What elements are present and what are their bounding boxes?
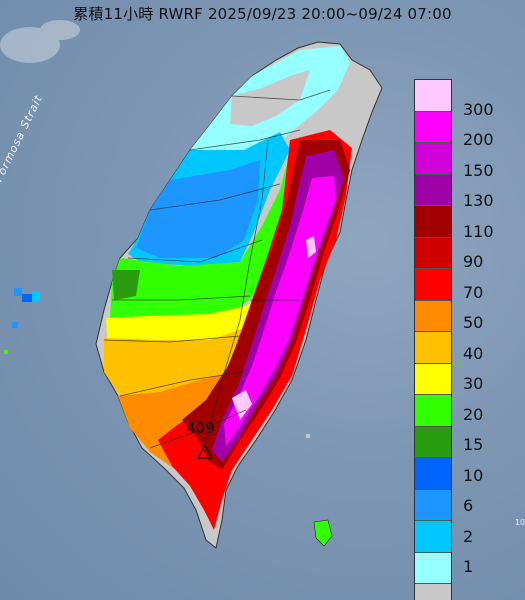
- legend-swatch: [415, 300, 451, 332]
- legend-swatch: [415, 332, 451, 364]
- legend-swatch: [415, 489, 451, 521]
- legend-label: 2: [463, 526, 474, 546]
- legend-swatch: [415, 458, 451, 490]
- zone-pink-2: [306, 236, 316, 258]
- legend-label: 15: [463, 435, 484, 454]
- zone-blue: [136, 160, 260, 258]
- legend-label: 150: [463, 160, 494, 180]
- legend-label: 200: [463, 130, 494, 149]
- legend-swatch: [415, 552, 451, 584]
- peak-marker-icon: [196, 443, 214, 459]
- penghu-islands: [4, 288, 40, 354]
- zone-pink: [232, 390, 252, 420]
- legend-label: 30: [463, 374, 484, 393]
- legend-label: 40: [463, 343, 484, 363]
- legend-swatch: [415, 174, 451, 206]
- cloud-texture: [0, 20, 80, 63]
- legend-swatch: [415, 237, 451, 269]
- legend-swatch: [415, 521, 451, 553]
- legend-color-bar: [414, 79, 452, 600]
- legend-label: 6: [463, 496, 474, 515]
- legend-label: 1: [463, 557, 474, 576]
- legend-swatch: [415, 111, 451, 143]
- legend-swatch: [415, 80, 451, 112]
- green-island: [306, 434, 310, 438]
- legend-label: 50: [463, 313, 484, 332]
- county-boundaries: [103, 89, 331, 449]
- legend-swatch: [415, 395, 451, 427]
- map-title: 累積11小時 RWRF 2025/09/23 20:00~09/24 07:00: [73, 5, 452, 23]
- edge-label: 10: [514, 518, 525, 527]
- zone-dark-green: [112, 270, 140, 300]
- legend-label: 90: [463, 252, 484, 271]
- orchid-island: [313, 519, 333, 547]
- legend-swatch: [415, 269, 451, 301]
- legend-label: 70: [463, 282, 484, 302]
- legend-label: 20: [463, 404, 484, 424]
- legend-label: 130: [463, 191, 494, 210]
- legend-label: 110: [463, 221, 494, 241]
- peak-value-label: 409: [186, 419, 215, 437]
- legend-swatch: [415, 363, 451, 395]
- legend-swatch: [415, 584, 451, 600]
- zone-green: [110, 140, 306, 322]
- legend-swatch: [415, 143, 451, 175]
- legend-swatch: [415, 426, 451, 458]
- legend-label: 300: [463, 99, 494, 119]
- legend-label: 10: [463, 465, 484, 485]
- legend-swatch: [415, 206, 451, 238]
